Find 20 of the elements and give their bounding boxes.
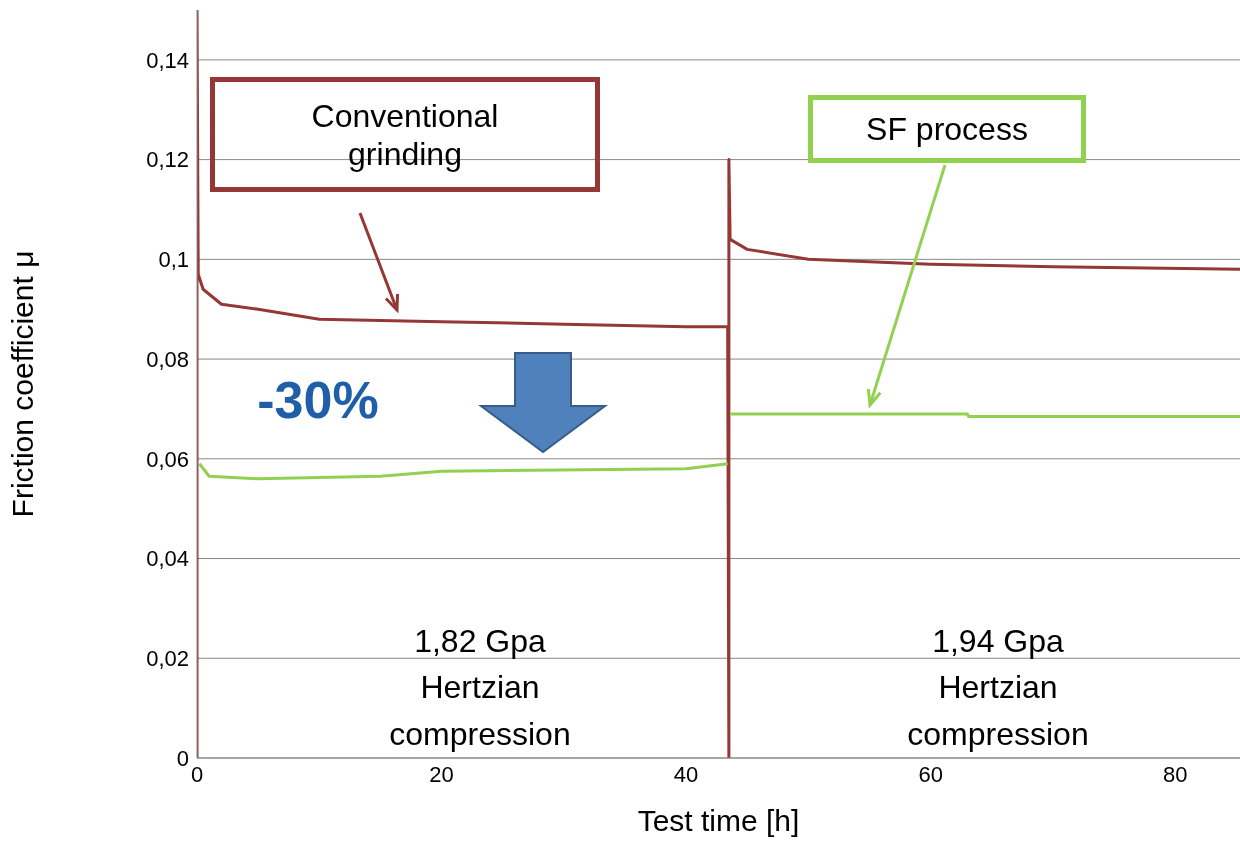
- y-tick-label: 0,02: [146, 646, 189, 672]
- y-tick-label: 0,12: [146, 147, 189, 173]
- x-tick-label: 40: [673, 761, 699, 787]
- line-series: [197, 10, 1240, 758]
- annotation: 1,94 Gpa Hertzian compression: [906, 622, 1090, 754]
- y-tick-label: 0,06: [146, 446, 189, 472]
- annotation: 1,82 Gpa Hertzian compression: [388, 622, 572, 754]
- y-tick-label: 0: [176, 745, 189, 771]
- y-axis-title: Friction coefficient μ: [5, 250, 39, 518]
- x-tick-label: 20: [429, 761, 454, 787]
- x-tick-label: 60: [918, 761, 943, 787]
- annotation: -30%: [256, 370, 380, 431]
- annotation: Conventional grinding: [310, 96, 500, 173]
- annotation: SF process: [866, 110, 1028, 148]
- y-tick-label: 0,04: [146, 546, 189, 572]
- y-tick-label: 0,08: [146, 346, 189, 372]
- x-tick-label: 80: [1162, 761, 1188, 787]
- x-axis-title: Test time [h]: [637, 804, 800, 838]
- y-tick-label: 0,14: [146, 47, 189, 73]
- y-tick-label: 0,1: [158, 247, 189, 273]
